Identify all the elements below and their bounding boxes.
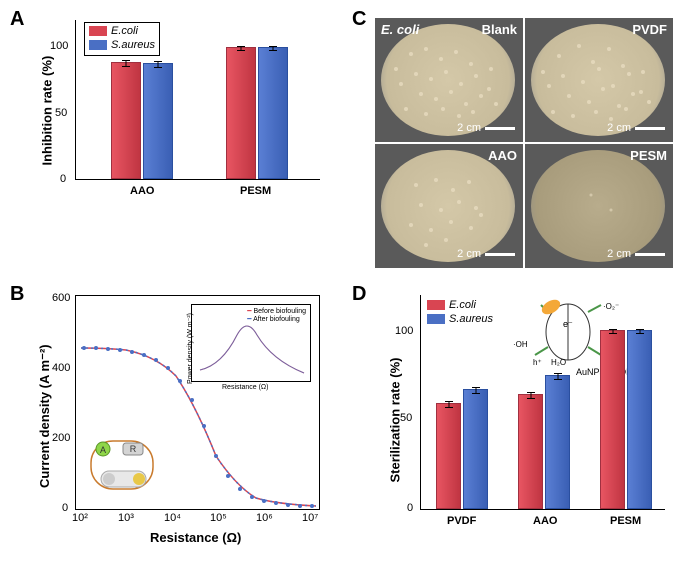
panel-a-xtick-1: PESM: [240, 185, 271, 197]
photo-pvdf: PVDF 2 cm: [525, 18, 673, 142]
panel-a-ytick-1: 50: [55, 107, 67, 119]
bar-pesm-d-saureus: [627, 330, 652, 509]
bar-pvdf-saureus: [463, 389, 488, 509]
panel-d-ytick-1: 50: [400, 412, 412, 424]
inset-legend-after: ━ After biofouling: [247, 315, 306, 323]
bar-aao-d-saureus: [545, 375, 570, 509]
panel-b-inset: ━ Before biofouling ━ After biofouling P…: [191, 304, 311, 382]
bar-pvdf-ecoli: [436, 403, 461, 509]
legend-label-saureus: S.aureus: [111, 39, 155, 51]
panel-b-ylabel: Current density (A m⁻²): [37, 318, 53, 488]
panel-b-ytick-0: 0: [62, 502, 68, 514]
panel-b: A R ━ Before biofouling ━ After biofouli…: [30, 290, 330, 550]
photo-label-blank: Blank: [482, 22, 517, 37]
scale-bar: 2 cm: [607, 248, 665, 260]
panel-c-label: C: [352, 8, 366, 31]
panel-b-xtick-4: 10⁶: [256, 512, 273, 524]
panel-d-legend: E.coli S.aureus: [427, 299, 493, 327]
scale-bar: 2 cm: [457, 122, 515, 134]
panel-b-label: B: [10, 283, 24, 306]
bar-aao-ecoli: [111, 62, 141, 179]
legend-swatch-d-saureus: [427, 314, 445, 324]
panel-a-ylabel: Inhibition rate (%): [40, 36, 55, 166]
bar-aao-d-ecoli: [518, 394, 543, 509]
svg-text:·O₂⁻: ·O₂⁻: [603, 302, 619, 311]
panel-b-plot: A R ━ Before biofouling ━ After biofouli…: [75, 295, 320, 510]
photo-label-aao: AAO: [488, 148, 517, 163]
panel-b-ytick-1: 200: [52, 432, 70, 444]
svg-text:A: A: [100, 445, 106, 455]
panel-d-xtick-0: PVDF: [447, 515, 476, 527]
panel-d-label: D: [352, 283, 366, 306]
panel-a-ytick-0: 0: [60, 173, 66, 185]
panel-a-label: A: [10, 8, 24, 31]
svg-text:·OH: ·OH: [513, 340, 528, 349]
legend-label-d-saureus: S.aureus: [449, 313, 493, 325]
scale-bar: 2 cm: [607, 122, 665, 134]
inset-ylabel: Power density (W m⁻²): [186, 304, 194, 384]
svg-text:H₂O: H₂O: [551, 358, 566, 367]
photo-pesm: PESM 2 cm: [525, 144, 673, 268]
panel-b-ytick-3: 600: [52, 292, 70, 304]
photo-label-pvdf: PVDF: [632, 22, 667, 37]
panel-d-xtick-2: PESM: [610, 515, 641, 527]
legend-item-d-saureus: S.aureus: [427, 313, 493, 325]
panel-d-ytick-0: 0: [407, 502, 413, 514]
panel-d-xtick-1: AAO: [533, 515, 557, 527]
legend-item-saureus: S.aureus: [89, 39, 155, 51]
legend-item-d-ecoli: E.coli: [427, 299, 493, 311]
panel-b-xtick-2: 10⁴: [164, 512, 181, 524]
legend-label-d-ecoli: E.coli: [449, 299, 476, 311]
scale-bar: 2 cm: [457, 248, 515, 260]
panel-d: E.coli S.aureus e⁻ ·O₂⁻ O₂ ·OH h⁺ H₂O Au…: [375, 290, 675, 550]
legend-swatch-saureus: [89, 40, 107, 50]
panel-a-ytick-2: 100: [50, 40, 68, 52]
inset-legend-before: ━ Before biofouling: [247, 307, 306, 315]
legend-swatch-ecoli: [89, 26, 107, 36]
panel-b-ytick-2: 400: [52, 362, 70, 374]
bar-pesm-saureus: [258, 47, 288, 179]
panel-b-xtick-5: 10⁷: [302, 512, 318, 524]
photo-label-ecoli: E. coli: [381, 22, 419, 37]
inset-xlabel: Resistance (Ω): [222, 384, 268, 391]
legend-label-ecoli: E.coli: [111, 25, 138, 37]
panel-a: E.coli S.aureus Inhibition rate (%) 0 50…: [30, 15, 330, 210]
photo-blank: E. coli Blank 2 cm: [375, 18, 523, 142]
panel-b-xtick-1: 10³: [118, 512, 134, 524]
legend-item-ecoli: E.coli: [89, 25, 155, 37]
panel-b-xtick-3: 10⁵: [210, 512, 227, 524]
bar-pesm-ecoli: [226, 47, 256, 179]
svg-text:h⁺: h⁺: [533, 358, 542, 367]
panel-b-xlabel: Resistance (Ω): [150, 530, 241, 545]
svg-text:R: R: [130, 444, 137, 454]
panel-a-xtick-0: AAO: [130, 185, 154, 197]
panel-d-ytick-2: 100: [395, 325, 413, 337]
legend-swatch-d-ecoli: [427, 300, 445, 310]
panel-b-xtick-0: 10²: [72, 512, 88, 524]
panel-a-plot: E.coli S.aureus: [75, 20, 320, 180]
photo-aao: AAO 2 cm: [375, 144, 523, 268]
photo-label-pesm: PESM: [630, 148, 667, 163]
panel-a-legend: E.coli S.aureus: [84, 22, 160, 56]
svg-text:e⁻: e⁻: [563, 319, 573, 329]
panel-d-ylabel: Sterilization rate (%): [388, 323, 403, 483]
panel-c-grid: E. coli Blank 2 cm PVDF 2 cm AAO 2: [375, 18, 673, 268]
panel-d-plot: E.coli S.aureus e⁻ ·O₂⁻ O₂ ·OH h⁺ H₂O Au…: [420, 295, 665, 510]
bar-pesm-d-ecoli: [600, 330, 625, 509]
bar-aao-saureus: [143, 63, 173, 179]
